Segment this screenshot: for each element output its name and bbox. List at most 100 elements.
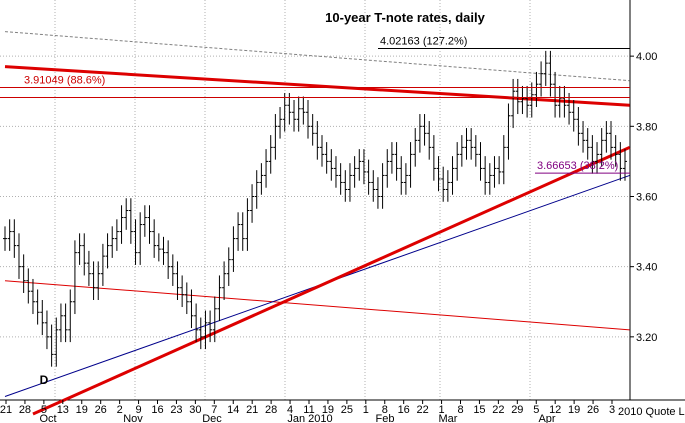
- ohlc-bar: [492, 156, 497, 188]
- ohlc-bar: [301, 96, 306, 125]
- ohlc-bar: [54, 317, 59, 367]
- ohlc-bar: [375, 177, 380, 209]
- ohlc-bar: [357, 149, 362, 181]
- ohlc-bar: [585, 128, 590, 160]
- chart-title: 10-year T-note rates, daily: [325, 10, 485, 25]
- red-lower-trendline: [4, 280, 630, 331]
- x-tick-label: 30: [189, 404, 201, 416]
- ohlc-bars: [3, 50, 627, 367]
- ohlc-bar: [240, 212, 245, 251]
- ohlc-bar: [581, 121, 586, 153]
- x-tick-label: 21: [246, 404, 258, 416]
- ohlc-bar: [543, 50, 548, 86]
- x-month-label: Oct: [39, 413, 56, 423]
- ohlc-bar: [441, 166, 446, 202]
- ohlc-bar: [259, 163, 264, 195]
- ohlc-bar: [26, 268, 31, 304]
- ohlc-bar: [576, 107, 581, 146]
- x-tick-label: 15: [473, 404, 485, 416]
- ohlc-bar: [427, 121, 432, 160]
- x-tick-label: 22: [492, 404, 504, 416]
- y-tick-label: 3.80: [636, 121, 657, 133]
- ohlc-bar: [273, 114, 278, 160]
- ohlc-bar: [292, 100, 297, 132]
- x-tick-label: 19: [322, 404, 334, 416]
- ohlc-bar: [371, 170, 376, 202]
- ohlc-bar: [436, 156, 441, 192]
- y-tick-label: 3.20: [636, 332, 657, 344]
- ohlc-bar: [366, 159, 371, 195]
- ohlc-bar: [408, 142, 413, 188]
- ohlc-bar: [501, 135, 506, 185]
- ohlc-bar: [114, 219, 119, 251]
- ohlc-bar: [35, 289, 40, 325]
- ohlc-bar: [478, 142, 483, 181]
- ohlc-bar: [138, 212, 143, 265]
- x-tick-label: 11: [303, 404, 314, 416]
- x-tick-label: 22: [417, 404, 429, 416]
- ohlc-bar: [361, 149, 366, 185]
- x-tick-label: 8: [382, 404, 388, 416]
- ohlc-bar: [282, 92, 287, 132]
- ohlc-bar: [96, 261, 101, 300]
- ohlc-bar: [352, 156, 357, 188]
- x-tick-label: 23: [170, 404, 182, 416]
- ohlc-bar: [319, 135, 324, 167]
- x-month-label: Jan 2010: [287, 413, 332, 423]
- ohlc-bar: [399, 156, 404, 195]
- annotation-layer: 4.02163 (127.2%) 3.91049 (88.6%) 3.66653 (…: [0, 36, 630, 174]
- ohlc-bar: [264, 149, 269, 188]
- x-tick-label: 8: [457, 404, 463, 416]
- ohlc-bar: [590, 135, 595, 174]
- red-resistance-trendline: [4, 65, 630, 107]
- ohlc-bar: [222, 261, 227, 300]
- x-tick-label: 28: [265, 404, 277, 416]
- fib-level-label: 4.02163 (127.2%): [380, 36, 467, 48]
- ohlc-bar: [469, 128, 474, 160]
- ohlc-bar: [296, 96, 301, 132]
- x-tick-label: 1: [363, 404, 369, 416]
- ohlc-bar: [445, 170, 450, 202]
- ohlc-bar: [306, 100, 311, 139]
- ohlc-bar: [613, 135, 618, 167]
- x-tick-label: 5: [41, 404, 47, 416]
- x-tick-label: 1: [439, 404, 445, 416]
- x-tick-label: 12: [549, 404, 561, 416]
- ohlc-bar: [455, 142, 460, 181]
- ohlc-bar: [198, 317, 203, 350]
- x-tick-label: 2: [117, 404, 123, 416]
- red-support-trendline: [32, 145, 631, 416]
- x-tick-label: 7: [211, 404, 217, 416]
- x-tick-label: 25: [341, 404, 353, 416]
- x-month-label: Feb: [376, 413, 395, 423]
- ohlc-bar: [529, 82, 534, 118]
- ohlc-bar: [557, 85, 562, 118]
- ohlc-bar: [329, 149, 334, 181]
- ohlc-bar: [40, 300, 45, 336]
- ohlc-bar: [147, 205, 152, 244]
- ohlc-bar: [82, 233, 87, 276]
- ohlc-bar: [389, 142, 394, 174]
- ohlc-bar: [91, 261, 96, 300]
- ohlc-bar: [142, 205, 147, 237]
- ohlc-bar: [599, 128, 604, 167]
- x-tick-label: 26: [95, 404, 107, 416]
- ohlc-bar: [166, 240, 171, 279]
- ohlc-bar: [212, 296, 217, 343]
- fib-level-label: 3.66653 (38.2%): [537, 160, 618, 172]
- ohlc-bar: [553, 71, 558, 118]
- ohlc-bar: [604, 121, 609, 153]
- ohlc-bar: [595, 142, 600, 174]
- ohlc-bar: [49, 324, 54, 367]
- y-axis: 3.20 3.40 3.60 3.80 4.00: [630, 51, 657, 344]
- ohlc-bar: [422, 114, 427, 146]
- x-tick-label: 13: [57, 404, 69, 416]
- x-tick-label: 5: [533, 404, 539, 416]
- ohlc-bar: [623, 149, 627, 181]
- y-tick-label: 4.00: [636, 51, 657, 63]
- ohlc-bar: [324, 142, 329, 174]
- ohlc-bar: [175, 261, 180, 300]
- ohlc-bar: [459, 135, 464, 167]
- ohlc-bar: [16, 233, 21, 279]
